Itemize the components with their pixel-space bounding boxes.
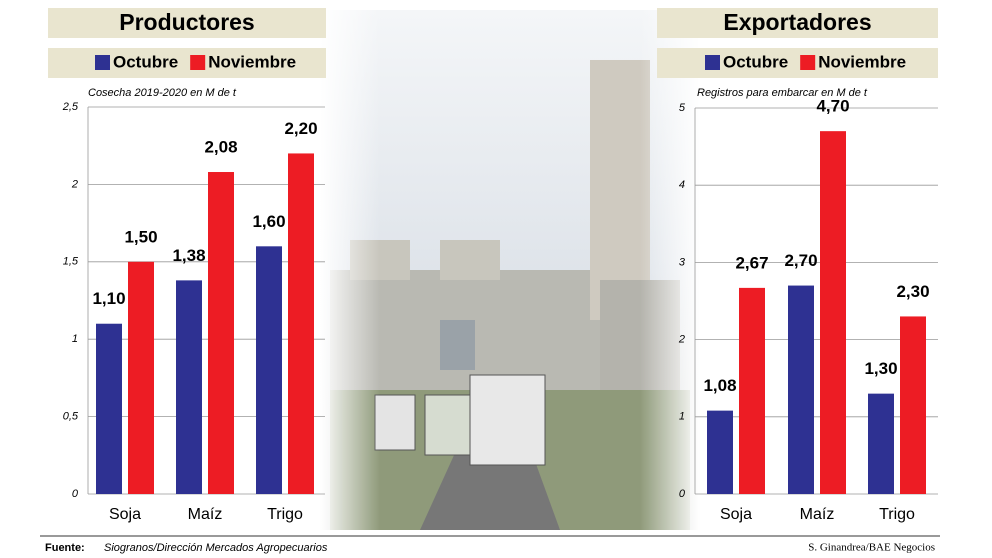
x-tick-label: Trigo <box>267 506 303 523</box>
y-tick-label: 5 <box>679 102 686 114</box>
legend-swatch <box>190 55 206 70</box>
legend-label: Noviembre <box>208 52 296 71</box>
legend-box <box>48 48 326 78</box>
y-tick-label: 0 <box>72 488 79 500</box>
value-label: 2,08 <box>204 138 237 157</box>
y-tick-label: 1 <box>679 411 685 423</box>
y-tick-label: 2,5 <box>62 101 79 113</box>
legend-label: Octubre <box>113 52 178 71</box>
background-photo <box>320 10 700 530</box>
value-label: 2,67 <box>735 253 768 272</box>
y-tick-label: 4 <box>679 179 685 191</box>
y-tick-label: 1,5 <box>63 256 79 268</box>
source-label: Fuente: <box>45 542 85 554</box>
bar <box>900 316 926 494</box>
bar <box>739 287 765 494</box>
bar <box>788 285 814 494</box>
y-tick-label: 3 <box>679 256 686 268</box>
x-tick-label: Maíz <box>188 506 223 523</box>
bar <box>176 280 202 494</box>
y-tick-label: 1 <box>72 333 78 345</box>
value-label: 2,20 <box>284 119 317 138</box>
source: Siogranos/Dirección Mercados Agropecuari… <box>104 542 328 554</box>
bar <box>820 131 846 494</box>
title-box <box>48 8 326 38</box>
credit: S. Ginandrea/BAE Negocios <box>808 542 935 554</box>
x-tick-label: Maíz <box>800 506 835 523</box>
legend-swatch <box>95 55 110 70</box>
chart-subtitle: Cosecha 2019-2020 en M de t <box>88 87 237 99</box>
x-tick-label: Soja <box>720 506 752 523</box>
legend-swatch <box>705 55 720 70</box>
bar <box>256 246 282 494</box>
chart-title: Productores <box>119 9 254 35</box>
value-label: 4,70 <box>816 97 849 116</box>
bar <box>707 410 733 494</box>
value-label: 1,10 <box>92 289 125 308</box>
x-tick-label: Trigo <box>879 506 915 523</box>
x-tick-label: Soja <box>109 506 141 523</box>
bar <box>128 261 154 494</box>
value-label: 1,30 <box>864 359 897 378</box>
bar <box>208 172 234 495</box>
value-label: 2,70 <box>784 251 817 270</box>
y-tick-label: 2 <box>678 334 685 346</box>
bar <box>288 153 314 494</box>
value-label: 1,60 <box>252 212 285 231</box>
chart-title: Exportadores <box>723 9 871 35</box>
legend-swatch <box>800 55 816 70</box>
bar <box>868 393 894 494</box>
y-tick-label: 0 <box>679 488 686 500</box>
value-label: 1,38 <box>172 246 205 265</box>
y-tick-label: 0,5 <box>63 411 79 423</box>
bar <box>96 323 122 494</box>
value-label: 1,08 <box>703 376 736 395</box>
value-label: 2,30 <box>896 282 929 301</box>
legend-label: Octubre <box>723 52 788 71</box>
legend-label: Noviembre <box>818 52 906 71</box>
title-box <box>657 8 938 38</box>
value-label: 1,50 <box>124 227 157 246</box>
y-tick-label: 2 <box>71 178 78 190</box>
legend-box <box>657 48 938 78</box>
chart-subtitle: Registros para embarcar en M de t <box>697 87 868 99</box>
